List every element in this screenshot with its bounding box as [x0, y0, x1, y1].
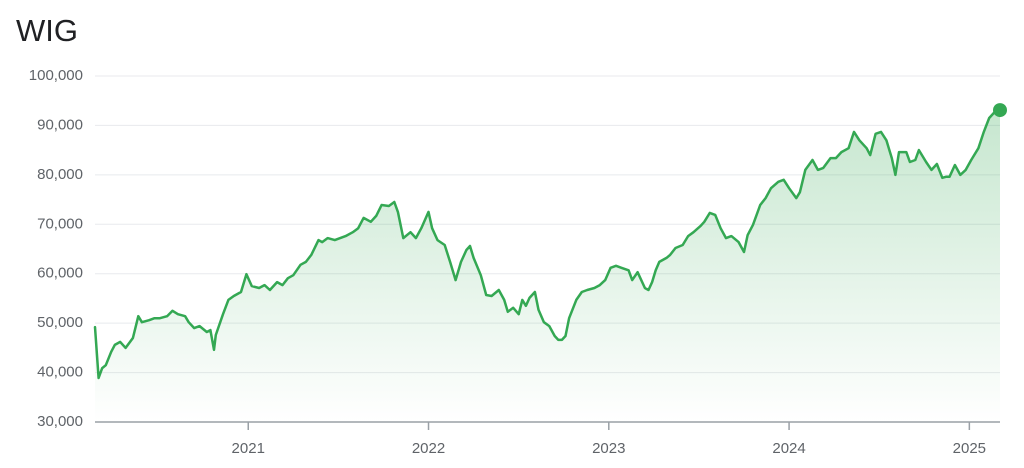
y-tick-label: 100,000 [29, 67, 83, 84]
y-tick-label: 50,000 [37, 314, 83, 331]
y-tick-label: 90,000 [37, 116, 83, 133]
area-fill [95, 110, 1000, 422]
x-tick-label: 2024 [772, 440, 805, 457]
y-tick-label: 70,000 [37, 215, 83, 232]
y-tick-label: 60,000 [37, 265, 83, 282]
last-point-marker [993, 103, 1007, 118]
y-tick-label: 30,000 [37, 413, 83, 430]
chart-title: WIG [16, 13, 78, 48]
x-tick-label: 2021 [232, 440, 265, 457]
x-tick-label: 2023 [592, 440, 625, 457]
y-tick-label: 80,000 [37, 166, 83, 183]
x-tick-label: 2022 [412, 440, 445, 457]
x-tick-label: 2025 [953, 440, 986, 457]
y-tick-label: 40,000 [37, 364, 83, 381]
line [93, 108, 1002, 380]
